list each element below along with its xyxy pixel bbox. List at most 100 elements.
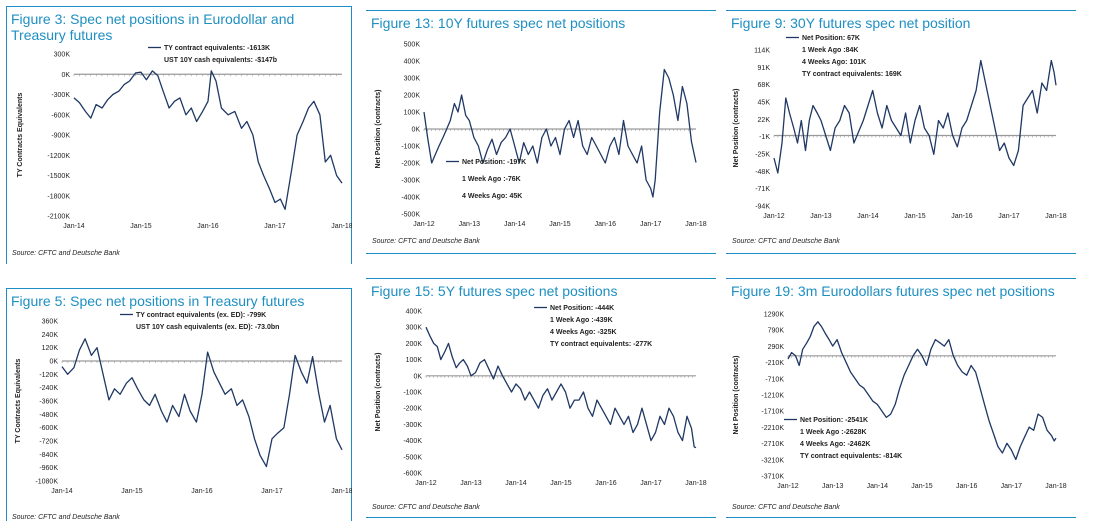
y-tick-label: 45K	[758, 100, 771, 107]
x-tick-label: Jan-14	[867, 483, 889, 490]
y-tick-label: -710K	[765, 376, 784, 383]
x-tick-label: Jan-16	[191, 488, 213, 495]
x-tick-label: Jan-14	[63, 223, 85, 230]
annotation-label: 4 Weeks Ago: 45K	[462, 193, 522, 200]
y-tick-label: -1080K	[35, 479, 58, 486]
x-tick-label: Jan-13	[810, 213, 832, 220]
y-tick-label: -1500K	[47, 173, 70, 180]
y-tick-label: -2710K	[761, 441, 784, 448]
figure-5-panel: Figure 5: Spec net positions in Treasury…	[6, 288, 352, 521]
y-tick-label: -1K	[759, 134, 770, 141]
x-tick-label: Jan-17	[640, 221, 662, 228]
chart-source: Source: CFTC and Deutsche Bank	[372, 238, 480, 245]
y-tick-label: -400K	[401, 195, 420, 202]
chart-title: Figure 19: 3m Eurodollars futures spec n…	[731, 283, 1055, 299]
chart-title: Figure 15: 5Y futures spec net positions	[371, 283, 618, 299]
y-tick-label: 114K	[754, 48, 770, 55]
y-tick-label: -720K	[39, 439, 58, 446]
figure-15-panel: Figure 15: 5Y futures spec net positions…	[366, 278, 716, 518]
y-tick-label: 240K	[42, 332, 59, 339]
x-tick-label: Jan-15	[550, 480, 572, 487]
y-tick-label: 400K	[404, 59, 421, 66]
y-tick-label: -120K	[39, 372, 58, 379]
x-tick-label: Jan-17	[261, 488, 283, 495]
x-tick-label: Jan-16	[197, 223, 219, 230]
x-tick-label: Jan-18	[685, 221, 707, 228]
x-tick-label: Jan-15	[549, 221, 571, 228]
panel-border-bottom	[726, 517, 1076, 518]
x-tick-label: Jan-12	[777, 483, 799, 490]
x-tick-label: Jan-13	[460, 480, 482, 487]
x-tick-label: Jan-18	[331, 223, 352, 230]
annotation-label: 4 Weeks Ago: -325K	[550, 329, 617, 336]
chart-source: Source: CFTC and Deutsche Bank	[12, 514, 120, 521]
chart-title: Figure 13: 10Y futures spec net position…	[371, 15, 626, 31]
y-tick-label: 0K	[49, 359, 58, 366]
y-tick-label: 120K	[42, 345, 59, 352]
y-tick-label: -94K	[755, 204, 770, 211]
x-tick-label: Jan-12	[415, 480, 437, 487]
y-tick-label: 500K	[404, 42, 421, 49]
y-tick-label: 300K	[406, 325, 423, 332]
x-tick-label: Jan-17	[640, 480, 662, 487]
y-tick-label: -1200K	[47, 153, 70, 160]
x-tick-label: Jan-18	[685, 480, 707, 487]
y-tick-label: -500K	[401, 212, 420, 219]
y-tick-label: 360K	[42, 319, 59, 326]
figure-3-panel: Figure 3: Spec net positions in Eurodoll…	[6, 6, 352, 264]
y-tick-label: -3710K	[761, 474, 784, 481]
chart-source: Source: CFTC and Deutsche Bank	[372, 504, 480, 511]
annotation-label: UST 10Y cash equivalents (ex. ED): -73.0…	[136, 324, 279, 331]
y-tick-label: -300K	[401, 178, 420, 185]
x-tick-label: Jan-15	[904, 213, 926, 220]
y-tick-label: -100K	[401, 144, 420, 151]
y-tick-label: -600K	[39, 425, 58, 432]
y-tick-label: 200K	[404, 93, 421, 100]
annotation-label: 1 Week Ago :-2628K	[800, 429, 867, 436]
y-axis-title: Net Position (contracts)	[733, 356, 740, 435]
panel-border-top	[366, 278, 716, 279]
y-tick-label: 790K	[768, 328, 785, 335]
x-tick-label: Jan-17	[264, 223, 286, 230]
y-tick-label: -400K	[403, 438, 422, 445]
x-tick-label: Jan-14	[504, 221, 526, 228]
x-tick-label: Jan-17	[1001, 483, 1023, 490]
y-tick-label: -600K	[51, 112, 70, 119]
x-tick-label: Jan-16	[595, 480, 617, 487]
annotation-label: Net Position: 67K	[802, 35, 860, 42]
chart-figure-19: 1290K 790K 290K -210K -710K -1210K -1710K -2210…	[733, 312, 1067, 491]
x-tick-label: Jan-14	[51, 488, 73, 495]
annotation-label: 1 Week Ago :84K	[802, 47, 858, 54]
panel-border-bottom	[366, 253, 716, 254]
y-tick-label: -210K	[765, 360, 784, 367]
x-tick-label: Jan-16	[595, 221, 617, 228]
y-tick-label: -960K	[39, 465, 58, 472]
x-tick-label: Jan-16	[956, 483, 978, 490]
series-line	[73, 70, 343, 210]
annotation-label: Net Position: -197K	[462, 159, 526, 166]
panel-border-top	[6, 6, 352, 264]
x-tick-label: Jan-14	[505, 480, 527, 487]
y-tick-label: 300K	[404, 76, 421, 83]
chart-figure-5: 360K 240K 120K 0K -120K -240K -360K -480K -600K -…	[15, 312, 352, 495]
x-tick-label: Jan-15	[130, 223, 152, 230]
y-tick-label: -900K	[51, 133, 70, 140]
y-tick-label: 0K	[61, 72, 70, 79]
series-line	[425, 326, 697, 449]
y-tick-label: 200K	[406, 341, 423, 348]
chart-source: Source: CFTC and Deutsche Bank	[732, 238, 840, 245]
chart-figure-15: 400K 300K 200K 100K 0K -100K -200K -300K -400K -5…	[375, 305, 707, 487]
series-line	[423, 68, 697, 198]
annotation-label: 4 Weeks Ago: 101K	[802, 59, 866, 66]
x-tick-label: Jan-18	[1045, 213, 1067, 220]
y-tick-label: 100K	[406, 357, 423, 364]
x-tick-label: Jan-16	[951, 213, 973, 220]
figure-19-panel: Figure 19: 3m Eurodollars futures spec n…	[726, 278, 1076, 518]
y-tick-label: 0K	[411, 127, 420, 134]
y-tick-label: 400K	[406, 309, 423, 316]
y-tick-label: -48K	[755, 169, 770, 176]
chart-source: Source: CFTC and Deutsche Bank	[732, 504, 840, 511]
y-tick-label: 68K	[758, 82, 771, 89]
y-tick-label: -1710K	[761, 409, 784, 416]
y-tick-label: -840K	[39, 452, 58, 459]
